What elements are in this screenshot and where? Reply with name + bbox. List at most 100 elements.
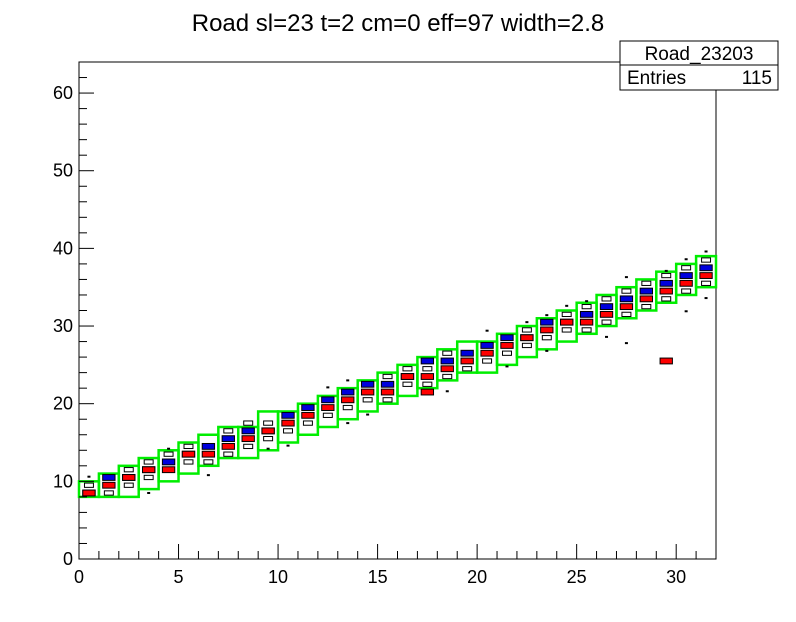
cell-dot — [605, 335, 609, 338]
x-tick-label: 30 — [666, 567, 686, 587]
cell-red — [699, 272, 713, 279]
cell-blue — [480, 342, 494, 349]
cell-red — [520, 334, 534, 342]
cell-black — [243, 420, 254, 426]
cell-black — [283, 428, 293, 434]
cell-blue — [321, 396, 335, 404]
cell-black — [402, 381, 413, 387]
stats-box-name: Road_23203 — [645, 44, 754, 65]
cell-black — [621, 311, 632, 318]
cell-dot — [366, 413, 370, 416]
cell-blue — [102, 474, 116, 481]
cell-red — [679, 279, 693, 287]
y-tick-label: 50 — [53, 161, 73, 181]
cell-black — [263, 420, 274, 426]
cell-black — [183, 443, 194, 450]
axis-layer: 0 5 10 15 20 25 30 0 10 20 30 40 50 60 — [53, 61, 717, 587]
cell-black — [223, 451, 234, 457]
cell-blue — [380, 380, 395, 388]
cell-dot — [87, 475, 91, 478]
cell-black — [322, 412, 333, 418]
cell-red — [560, 318, 574, 326]
road-box — [694, 254, 718, 289]
cell-dot — [525, 321, 529, 324]
cell-dot — [346, 422, 350, 425]
plot-frame — [78, 61, 717, 560]
cell-black — [362, 397, 373, 403]
cell-dot — [505, 365, 509, 368]
cell-red — [540, 326, 554, 334]
cell-black — [143, 459, 154, 465]
cell-red — [639, 295, 653, 303]
cell-black — [641, 280, 652, 286]
cell-blue — [599, 303, 614, 311]
cell-black — [382, 373, 393, 380]
cell-red — [440, 365, 454, 373]
cell-dot — [704, 250, 708, 253]
stats-entries-value: 115 — [742, 68, 772, 89]
cell-red — [420, 388, 435, 396]
cell-dot — [286, 444, 290, 447]
cell-red — [659, 287, 673, 295]
cell-dot — [545, 314, 549, 317]
cell-red — [480, 349, 494, 357]
cell-black — [442, 373, 453, 380]
cell-black — [701, 257, 712, 263]
cell-blue — [161, 458, 176, 466]
cell-black — [442, 350, 453, 356]
cell-black — [561, 327, 572, 333]
cell-red — [142, 466, 156, 474]
y-tick-label: 60 — [53, 83, 73, 103]
cell-red — [241, 435, 255, 443]
y-tick-label: 20 — [53, 394, 73, 414]
cell-black — [521, 327, 532, 333]
cell-dot — [206, 474, 210, 477]
cell-red — [420, 373, 435, 380]
cell-black — [382, 397, 393, 403]
cell-black — [641, 303, 652, 310]
cell-black — [243, 443, 254, 450]
cell-black — [223, 428, 234, 434]
cell-red — [102, 481, 116, 489]
cell-dot — [266, 447, 270, 450]
chart-title: Road sl=23 t=2 cm=0 eff=97 width=2.8 — [192, 10, 605, 37]
cell-red — [181, 450, 196, 458]
cell-blue — [619, 295, 634, 303]
cell-red — [659, 357, 673, 365]
cell-blue — [460, 349, 474, 357]
cell-blue — [639, 287, 653, 295]
stats-entries-label: Entries — [627, 68, 686, 89]
stats-box: Road_23203 Entries 115 — [619, 40, 779, 91]
cell-black — [462, 366, 473, 372]
cell-blue — [201, 442, 216, 450]
cell-blue — [659, 279, 673, 287]
cell-red — [380, 388, 395, 396]
cell-black — [561, 311, 572, 318]
cell-dot — [585, 300, 589, 303]
cell-dot — [704, 297, 708, 300]
y-tick-label: 40 — [53, 238, 73, 258]
cell-red — [321, 404, 335, 411]
road-layer — [77, 254, 718, 499]
cell-red — [301, 411, 315, 419]
cell-blue — [301, 404, 315, 411]
cell-dot — [485, 329, 489, 332]
cell-red — [161, 466, 176, 474]
cell-red — [579, 318, 594, 326]
x-tick-label: 0 — [74, 567, 84, 587]
cell-dot — [167, 447, 171, 450]
cell-black — [203, 459, 214, 465]
cell-red — [599, 310, 614, 318]
cell-red — [360, 388, 375, 396]
cell-red — [619, 303, 634, 311]
y-tick-label: 30 — [53, 316, 73, 336]
cell-black — [681, 288, 692, 294]
cell-black — [103, 490, 114, 496]
cell-red — [261, 427, 275, 435]
cell-black — [422, 381, 433, 387]
cell-red — [122, 474, 136, 481]
cell-black — [601, 296, 612, 302]
y-tick-label: 0 — [63, 549, 73, 569]
x-tick-label: 5 — [174, 567, 184, 587]
cell-black — [183, 459, 194, 465]
